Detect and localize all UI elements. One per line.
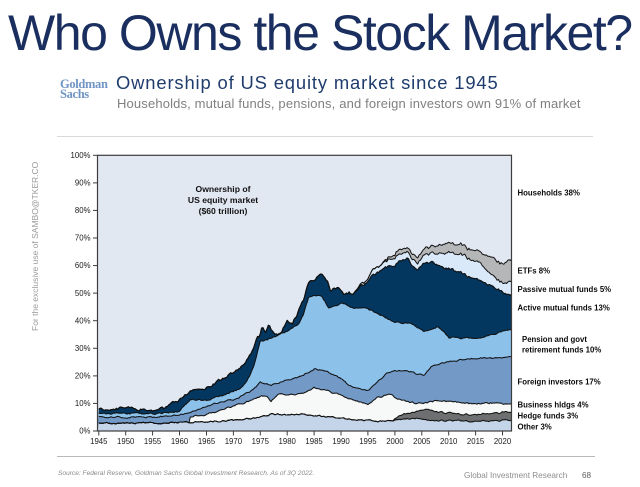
svg-text:Active mutual funds 13%: Active mutual funds 13% (518, 304, 610, 313)
svg-text:2015: 2015 (467, 437, 485, 446)
svg-text:Foreign investors 17%: Foreign investors 17% (518, 378, 601, 387)
svg-text:80%: 80% (75, 206, 91, 215)
svg-text:40%: 40% (75, 316, 91, 325)
svg-text:Pension and govt: Pension and govt (522, 335, 587, 344)
svg-text:Ownership of: Ownership of (196, 184, 251, 194)
svg-text:1965: 1965 (198, 437, 216, 446)
svg-text:1995: 1995 (359, 437, 377, 446)
svg-text:30%: 30% (75, 344, 91, 353)
svg-text:1950: 1950 (117, 437, 135, 446)
svg-text:1980: 1980 (279, 437, 297, 446)
svg-text:1975: 1975 (252, 437, 270, 446)
svg-text:Business hldgs 4%: Business hldgs 4% (518, 401, 589, 410)
svg-text:20%: 20% (75, 372, 91, 381)
svg-text:Hedge funds 3%: Hedge funds 3% (518, 411, 579, 420)
svg-text:90%: 90% (75, 179, 91, 188)
svg-text:0%: 0% (79, 427, 90, 436)
svg-text:60%: 60% (75, 261, 91, 270)
svg-text:1970: 1970 (225, 437, 243, 446)
svg-text:100%: 100% (71, 151, 91, 160)
svg-text:2000: 2000 (386, 437, 404, 446)
svg-text:Other 3%: Other 3% (518, 423, 552, 432)
svg-text:70%: 70% (75, 234, 91, 243)
svg-text:1955: 1955 (144, 437, 162, 446)
svg-text:retirement funds 10%: retirement funds 10% (522, 346, 601, 355)
svg-text:2010: 2010 (440, 437, 458, 446)
svg-text:10%: 10% (75, 399, 91, 408)
svg-text:Households 38%: Households 38% (518, 189, 580, 198)
svg-text:ETFs 8%: ETFs 8% (518, 267, 551, 276)
svg-text:1945: 1945 (90, 437, 108, 446)
svg-text:($60 trillion): ($60 trillion) (199, 206, 248, 216)
svg-text:1960: 1960 (171, 437, 189, 446)
svg-text:US equity market: US equity market (188, 195, 258, 205)
svg-text:Passive mutual funds 5%: Passive mutual funds 5% (518, 285, 612, 294)
svg-text:2020: 2020 (494, 437, 512, 446)
svg-text:1985: 1985 (305, 437, 323, 446)
svg-text:50%: 50% (75, 289, 91, 298)
svg-text:2005: 2005 (413, 437, 431, 446)
svg-text:1990: 1990 (332, 437, 350, 446)
